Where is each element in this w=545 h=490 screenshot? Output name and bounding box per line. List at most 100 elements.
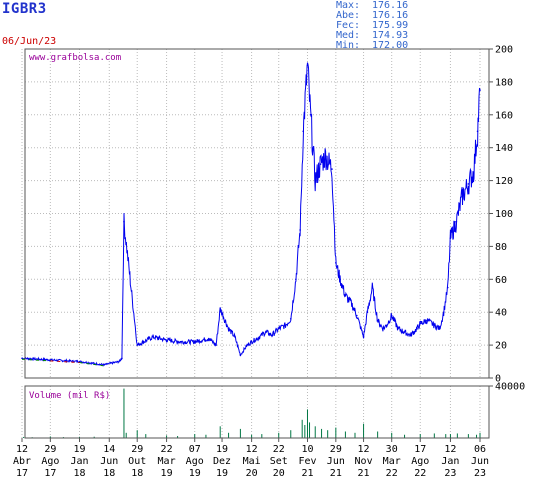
price-line-segment (50, 360, 80, 364)
x-tick-label: 29 (131, 444, 143, 455)
price-point (302, 130, 305, 133)
price-point (382, 327, 384, 330)
x-tick-label: Mar (383, 456, 401, 467)
price-point (21, 357, 23, 360)
x-tick-label: 19 (189, 468, 201, 479)
volume-bar (228, 432, 230, 438)
volume-bar (419, 434, 421, 438)
x-tick-label: 30 (386, 444, 398, 455)
y-tick-label: 0 (495, 374, 501, 385)
price-point (250, 341, 253, 343)
price-point (455, 220, 458, 223)
x-tick-label: 23 (474, 468, 486, 479)
volume-bar (166, 435, 168, 438)
x-tick-label: 22 (273, 444, 285, 455)
price-point (362, 336, 365, 338)
x-tick-label: 17 (16, 468, 28, 479)
volume-y-axis: 40000 (489, 382, 525, 393)
stat-label: Fec: (336, 20, 361, 31)
volume-bar (467, 434, 469, 438)
x-tick-label: 14 (103, 444, 115, 455)
price-point (390, 314, 393, 317)
price-point (479, 89, 481, 91)
x-tick-label: Mar (158, 456, 176, 467)
price-point (350, 303, 353, 305)
price-point (416, 327, 418, 330)
x-tick-label: Jun (327, 456, 345, 467)
x-tick-label: 18 (131, 468, 143, 479)
x-tick-label: 10 (301, 444, 313, 455)
volume-bar (456, 433, 458, 438)
volume-bar (278, 432, 280, 438)
volume-bar (145, 434, 147, 438)
x-tick-label: 12 (358, 444, 370, 455)
y-tick-label: 200 (495, 45, 513, 56)
volume-bar (306, 409, 308, 438)
x-tick-label: 17 (414, 444, 426, 455)
x-tick-label: 19 (161, 468, 173, 479)
price-point (319, 163, 322, 165)
x-tick-label: 21 (330, 468, 342, 479)
stat-value: 172.00 (372, 40, 409, 51)
stat-label: Abe: (336, 10, 361, 21)
x-tick-label: Nov (355, 456, 373, 467)
x-tick-label: 19 (73, 444, 85, 455)
price-point (193, 341, 196, 343)
x-tick-label: Dez (213, 456, 231, 467)
x-tick-label: 12 (444, 444, 456, 455)
price-point (289, 317, 292, 320)
price-point (258, 336, 261, 338)
x-tick-label: 19 (216, 468, 228, 479)
volume-bar (321, 428, 323, 438)
price-point (78, 360, 81, 363)
price-point (449, 237, 452, 239)
volume-plot-frame (24, 385, 490, 439)
x-tick-label: 22 (161, 444, 173, 455)
stat-label: Med: (336, 30, 361, 41)
x-tick-label: Set (270, 456, 288, 467)
price-series (21, 62, 481, 367)
x-tick-label: 21 (301, 468, 313, 479)
stat-max: Max: 176.16 (336, 1, 408, 11)
price-point (123, 220, 125, 223)
price-line (21, 62, 481, 367)
x-tick-label: Mai (243, 456, 261, 467)
price-point (403, 331, 405, 333)
price-point (118, 360, 120, 363)
volume-bar (219, 426, 221, 438)
price-point (136, 344, 139, 346)
x-tick-label: 29 (330, 444, 342, 455)
price-point (438, 327, 441, 330)
x-tick-label: 18 (103, 468, 115, 479)
volume-bar (79, 436, 81, 438)
price-point (264, 331, 267, 333)
volume-bar (449, 434, 451, 438)
y-tick-label: 60 (495, 275, 507, 286)
price-point (309, 114, 312, 116)
price-point (461, 196, 463, 198)
price-point (385, 324, 388, 327)
price-point (207, 337, 210, 340)
price-line-segment (21, 358, 51, 362)
volume-bar (327, 430, 329, 438)
volume-bar (177, 436, 179, 438)
x-axis: 12Abr1729Ago1719Jan1814Jun1829Out1822Mar… (13, 438, 489, 479)
y-tick-label: 80 (495, 242, 507, 253)
x-tick-label: Jan (70, 456, 88, 467)
price-point (419, 322, 422, 325)
x-tick-label: 12 (246, 444, 258, 455)
volume-bar (261, 434, 263, 438)
x-tick-label: 29 (44, 444, 56, 455)
price-point (472, 171, 475, 174)
x-tick-label: Ago (41, 456, 59, 467)
price-point (339, 278, 341, 281)
price-point (246, 344, 248, 346)
price-y-axis: 0 20 40 60 80 100 120 140 160 180 200 (489, 45, 513, 385)
x-tick-label: 23 (444, 468, 456, 479)
volume-bar (309, 422, 311, 438)
volume-bar (391, 432, 393, 438)
price-point (49, 359, 52, 361)
ticker-symbol: IGBR3 (2, 1, 47, 17)
volume-bar (125, 432, 127, 438)
volume-bar (335, 427, 337, 438)
